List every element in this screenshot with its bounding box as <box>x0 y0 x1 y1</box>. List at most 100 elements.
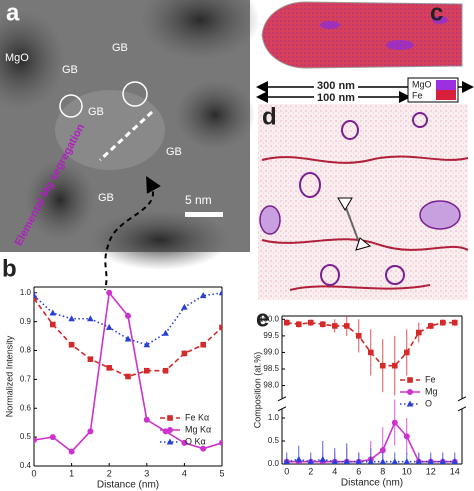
point <box>34 292 38 299</box>
x-tick-label: 14 <box>450 466 460 476</box>
point <box>34 437 37 444</box>
point <box>143 341 151 348</box>
x-tick-label: 0 <box>31 468 36 478</box>
legend-marker <box>167 427 173 433</box>
legend-label: Mg Kα <box>185 424 211 434</box>
axis-break <box>277 396 287 402</box>
image-d <box>258 104 469 300</box>
point <box>87 356 94 362</box>
image-label: GB <box>112 42 128 54</box>
point <box>68 341 75 348</box>
series <box>34 289 222 455</box>
point <box>295 455 303 462</box>
point <box>379 447 386 454</box>
y-tick-label: 0.6 <box>20 403 32 412</box>
y-tick-label: 100.0 <box>259 314 280 323</box>
point <box>162 329 169 336</box>
y-tick-label: 98.5 <box>263 364 279 373</box>
image-label: GB <box>88 106 104 118</box>
scale-bar-label: 100 nm <box>317 92 355 104</box>
point <box>415 458 422 464</box>
point <box>219 439 222 446</box>
point <box>331 458 338 464</box>
point <box>105 323 113 330</box>
legend-swatch <box>436 80 456 90</box>
point <box>181 303 188 310</box>
point <box>319 455 327 462</box>
x-tick-label: 8 <box>380 466 385 476</box>
y-tick-label: 98.0 <box>263 381 279 390</box>
point <box>87 315 94 322</box>
scale-label-bg <box>314 80 358 92</box>
x-axis-label: Distance (nm) <box>341 478 403 489</box>
point <box>440 319 446 326</box>
image-a <box>0 0 260 291</box>
panel-label: d <box>262 103 277 130</box>
point <box>428 323 434 329</box>
point <box>343 458 350 464</box>
point <box>308 319 314 326</box>
y-tick-label: 0.5 <box>268 436 280 445</box>
point <box>143 416 150 423</box>
legend-marker <box>407 377 413 383</box>
legend-label: MgO <box>412 79 432 89</box>
point <box>403 458 410 464</box>
point <box>452 319 458 326</box>
x-tick-label: 5 <box>219 468 224 478</box>
point <box>284 319 290 326</box>
point <box>200 341 206 348</box>
point <box>125 373 131 380</box>
x-axis-label: Distance (nm) <box>97 480 159 491</box>
point <box>181 350 188 357</box>
legend-marker <box>407 389 413 395</box>
x-tick-label: 6 <box>356 466 361 476</box>
y-tick-label: 0.7 <box>20 374 32 383</box>
point <box>49 434 56 441</box>
panel-label: a <box>6 0 20 26</box>
legend-label: Fe <box>412 90 423 100</box>
point <box>368 349 374 356</box>
point <box>106 365 112 371</box>
legend-marker <box>166 438 174 445</box>
point <box>332 323 338 329</box>
point <box>50 321 56 328</box>
x-tick-label: 2 <box>107 468 112 478</box>
point <box>125 312 131 319</box>
image-c <box>261 1 463 69</box>
point <box>106 289 113 296</box>
point <box>344 323 350 329</box>
x-tick-label: 10 <box>402 466 412 476</box>
point <box>416 329 422 336</box>
panel-label: b <box>2 255 17 282</box>
series <box>283 441 458 464</box>
point <box>68 448 75 455</box>
y-tick-label: 0.8 <box>20 346 32 355</box>
y-tick-label: 0.9 <box>20 317 32 326</box>
point <box>296 321 302 328</box>
axis-break <box>457 406 467 412</box>
image-label: GB <box>62 64 78 76</box>
x-tick-label: 1 <box>69 468 74 478</box>
image-label: GB <box>98 192 114 204</box>
point <box>283 458 290 464</box>
point <box>87 428 94 435</box>
scale-bar-label: 300 nm <box>317 80 355 92</box>
x-tick-label: 12 <box>426 466 436 476</box>
legend-marker <box>406 400 414 407</box>
x-tick-label: 3 <box>144 468 149 478</box>
point <box>162 367 169 374</box>
point <box>68 315 75 322</box>
point <box>356 333 362 339</box>
point <box>307 458 314 464</box>
legend-marker <box>167 415 173 421</box>
point <box>49 309 57 316</box>
y-axis-label: Normalized Intensity <box>4 335 14 417</box>
point <box>218 289 222 296</box>
point <box>355 458 362 464</box>
axis-break <box>457 396 467 402</box>
point <box>427 458 434 464</box>
y-tick-label: 0.0 <box>268 459 280 468</box>
axis-break <box>277 406 287 412</box>
point <box>391 419 398 426</box>
